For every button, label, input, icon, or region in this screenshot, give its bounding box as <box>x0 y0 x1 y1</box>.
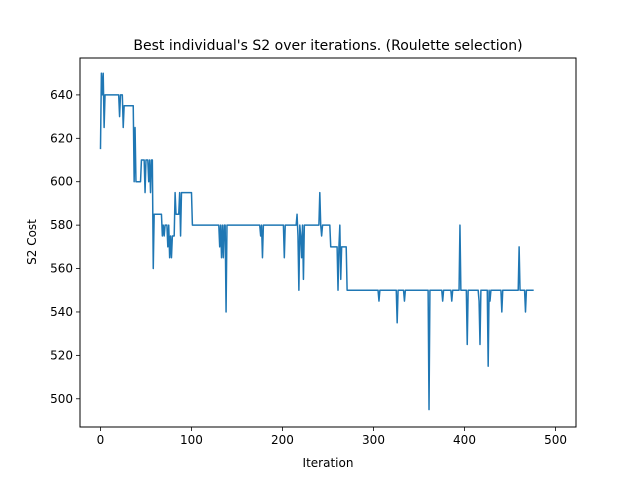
y-tick-label: 560 <box>50 262 73 276</box>
x-tick-label: 400 <box>453 433 476 447</box>
axes-frame <box>79 57 577 428</box>
y-tick-label: 620 <box>50 131 73 145</box>
y-tick-label: 580 <box>50 218 73 232</box>
y-tick-label: 640 <box>50 88 73 102</box>
y-tick-label: 500 <box>50 392 73 406</box>
chart-title: Best individual's S2 over iterations. (R… <box>133 38 522 54</box>
x-tick-label: 200 <box>271 433 294 447</box>
x-tick-label: 0 <box>97 433 105 447</box>
x-tick-label: 100 <box>180 433 203 447</box>
y-tick-label: 600 <box>50 175 73 189</box>
x-tick-label: 300 <box>362 433 385 447</box>
y-axis: 500 520 540 560 580 600 620 640 <box>50 88 80 406</box>
series-line-s2-cost <box>99 72 534 411</box>
y-tick-label: 520 <box>50 348 73 362</box>
y-tick-label: 540 <box>50 305 73 319</box>
x-axis: 0 100 200 300 400 500 <box>97 427 567 447</box>
y-axis-label: S2 Cost <box>25 219 39 265</box>
plot-area <box>99 72 534 411</box>
x-tick-label: 500 <box>544 433 567 447</box>
x-axis-label: Iteration <box>303 456 354 470</box>
